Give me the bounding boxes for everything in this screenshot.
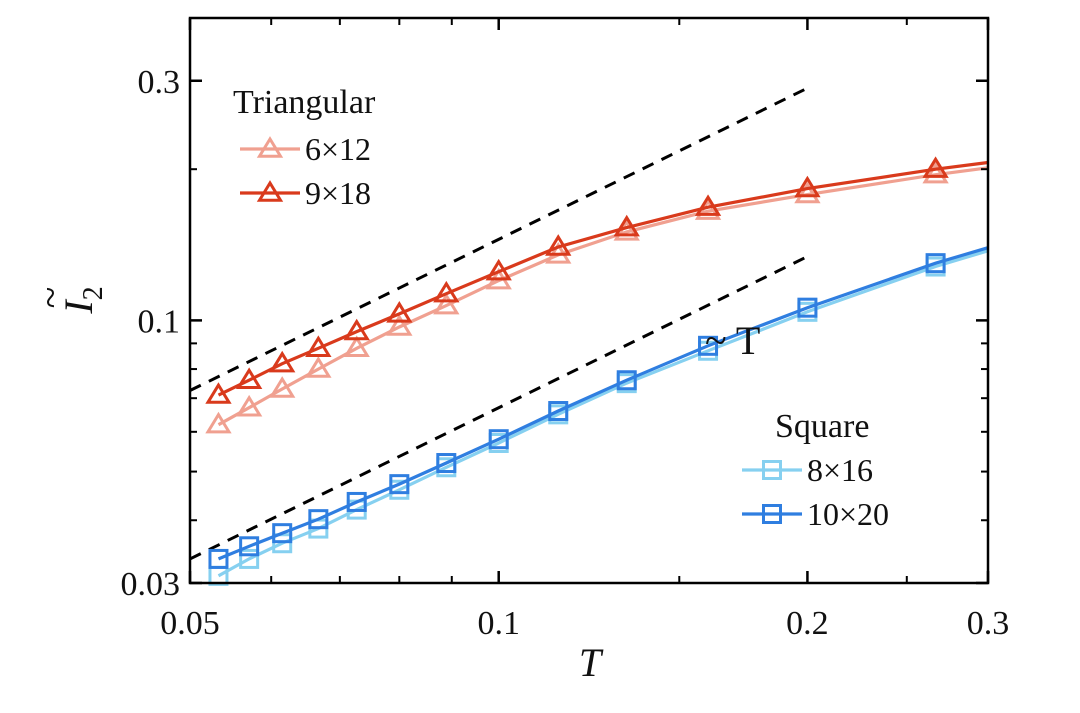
data-point xyxy=(545,234,572,256)
x-axis-title: T xyxy=(579,640,604,685)
y-axis-title: I2 ~ xyxy=(28,286,109,314)
series-8x16 xyxy=(208,249,989,586)
axis-labels: T I2 ~ ~ T xyxy=(28,286,760,685)
data-point xyxy=(925,253,946,274)
legend-marker xyxy=(762,460,782,480)
legend-entry: 8×16 xyxy=(742,452,873,488)
data-point xyxy=(208,548,229,569)
data-point xyxy=(386,301,413,323)
data-point xyxy=(343,318,370,341)
data-point xyxy=(548,401,569,422)
data-point xyxy=(616,370,637,391)
data-point xyxy=(389,474,410,495)
data-point xyxy=(794,175,821,198)
legend-marker xyxy=(256,180,284,202)
data-point xyxy=(235,394,263,417)
y-tick-label: 0.03 xyxy=(121,566,181,603)
data-point xyxy=(269,376,296,398)
legends: Triangular 6×12 9×18 Square 8×16 10×20 xyxy=(233,84,889,532)
reference-lines xyxy=(189,86,809,561)
data-point xyxy=(343,335,370,357)
data-point xyxy=(797,297,818,318)
x-tick-label: 0.1 xyxy=(477,605,520,642)
series-line xyxy=(217,246,989,561)
legend-entry: 10×20 xyxy=(742,496,889,532)
legend-title: Triangular xyxy=(233,84,376,121)
series-line xyxy=(217,166,989,427)
data-point xyxy=(922,156,949,178)
legend-marker xyxy=(762,504,782,524)
series-9x18 xyxy=(205,156,989,404)
linear-fit-square-line xyxy=(189,255,809,561)
legend-label: 9×18 xyxy=(305,175,371,211)
data-point xyxy=(433,280,460,303)
legend-label: 8×16 xyxy=(807,452,873,488)
data-point xyxy=(694,194,722,216)
data-point xyxy=(305,335,332,357)
x-tick-label: 0.05 xyxy=(160,605,220,642)
data-point xyxy=(488,429,509,450)
plot-frame xyxy=(188,16,990,585)
data-point xyxy=(922,161,949,184)
data-point xyxy=(235,367,263,389)
y-tick-label: 0.3 xyxy=(138,64,181,101)
data-point xyxy=(346,491,367,512)
data-point xyxy=(386,314,413,336)
legend-marker xyxy=(256,136,284,158)
y-axis-title-subscript: 2 xyxy=(78,286,109,300)
legend-label: 10×20 xyxy=(807,496,889,532)
linear-fit-triangular-line xyxy=(189,86,809,392)
x-tick-label: 0.2 xyxy=(786,605,829,642)
data-point xyxy=(239,548,260,569)
x-tick-label: 0.3 xyxy=(967,605,1010,642)
y-axis-title-accent: ~ xyxy=(28,287,73,309)
data-series xyxy=(205,156,989,586)
y-axis-title-symbol: I xyxy=(56,299,101,315)
y-axis-title-base: I2 xyxy=(56,286,109,314)
data-point xyxy=(485,258,512,281)
data-point xyxy=(269,350,296,373)
data-point xyxy=(272,523,293,544)
data-point xyxy=(698,335,719,356)
axis-ticks: 0.05 0.1 0.2 0.3 0.03 0.1 0.3 xyxy=(121,17,1010,642)
data-point xyxy=(305,356,332,378)
legend-square: Square 8×16 10×20 xyxy=(742,408,889,532)
data-point xyxy=(239,536,260,557)
y-tick-label: 0.1 xyxy=(138,303,181,340)
axes-frame xyxy=(188,16,990,585)
data-point xyxy=(613,214,640,237)
scaling-annotation: ~ T xyxy=(705,318,760,363)
legend-title: Square xyxy=(775,408,869,445)
legend-entry: 9×18 xyxy=(240,175,371,211)
data-point xyxy=(433,292,460,315)
data-point xyxy=(205,382,232,404)
series-10x20 xyxy=(208,246,989,569)
legend-entry: 6×12 xyxy=(240,131,371,167)
legend-label: 6×12 xyxy=(305,131,371,167)
legend-triangular: Triangular 6×12 9×18 xyxy=(233,84,376,211)
data-point xyxy=(436,453,457,474)
data-point xyxy=(205,411,232,434)
data-point xyxy=(308,509,329,530)
data-point xyxy=(794,181,821,204)
